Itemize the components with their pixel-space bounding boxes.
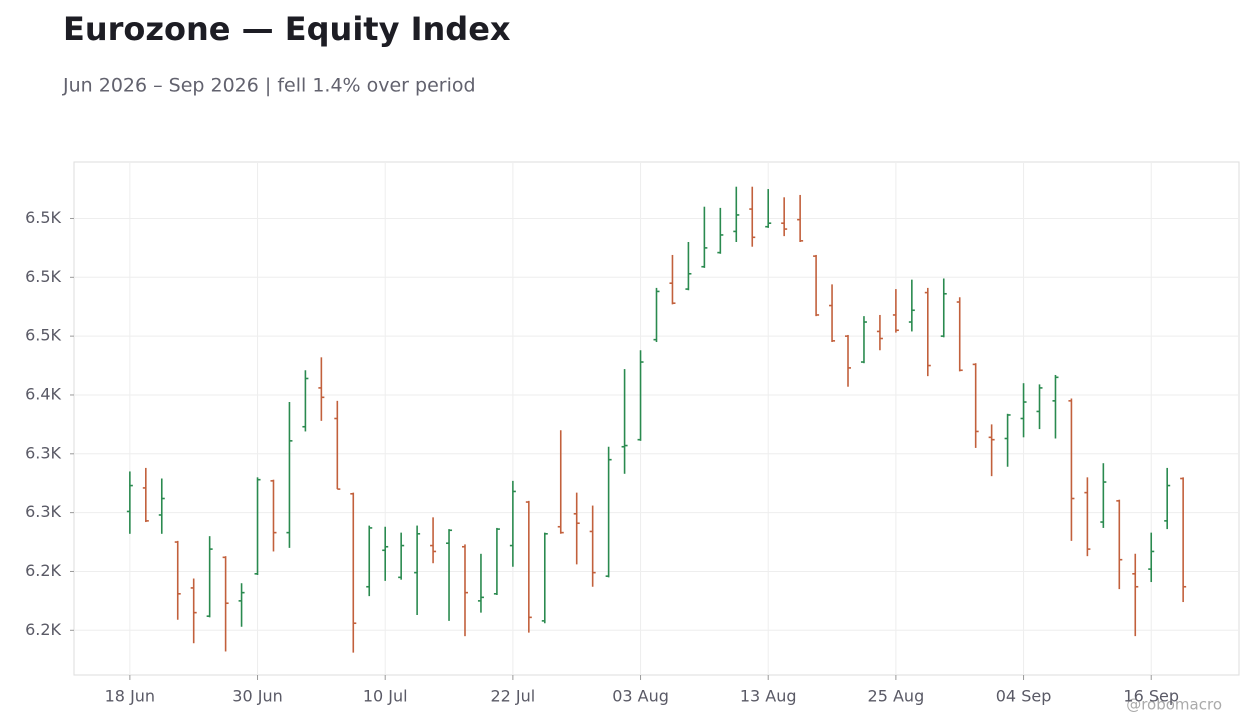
y-tick-label: 6.5K	[25, 208, 61, 227]
marks	[126, 186, 1187, 653]
x-tick-label: 04 Sep	[996, 687, 1052, 706]
y-tick-label: 6.2K	[25, 561, 61, 580]
grid	[70, 162, 1239, 680]
x-tick-label: 10 Jul	[363, 687, 408, 706]
plot-frame	[73, 161, 1240, 676]
x-tick-label: 18 Jun	[105, 687, 155, 706]
x-tick-label: 30 Jun	[232, 687, 282, 706]
x-tick-label: 25 Aug	[868, 687, 925, 706]
watermark: @robomacro	[1126, 696, 1222, 714]
y-tick-label: 6.5K	[25, 326, 61, 345]
x-tick-label: 03 Aug	[612, 687, 669, 706]
y-tick-label: 6.2K	[25, 620, 61, 639]
y-tick-label: 6.4K	[25, 384, 61, 403]
chart-title: Eurozone — Equity Index	[63, 10, 511, 48]
x-tick-label: 16 Sep	[1123, 687, 1179, 706]
y-tick-label: 6.3K	[25, 443, 61, 462]
y-tick-label: 6.3K	[25, 502, 61, 521]
y-tick-label: 6.5K	[25, 267, 61, 286]
x-tick-label: 13 Aug	[740, 687, 797, 706]
x-tick-label: 22 Jul	[490, 687, 535, 706]
chart-subtitle: Jun 2026 – Sep 2026 | fell 1.4% over per…	[62, 75, 476, 97]
